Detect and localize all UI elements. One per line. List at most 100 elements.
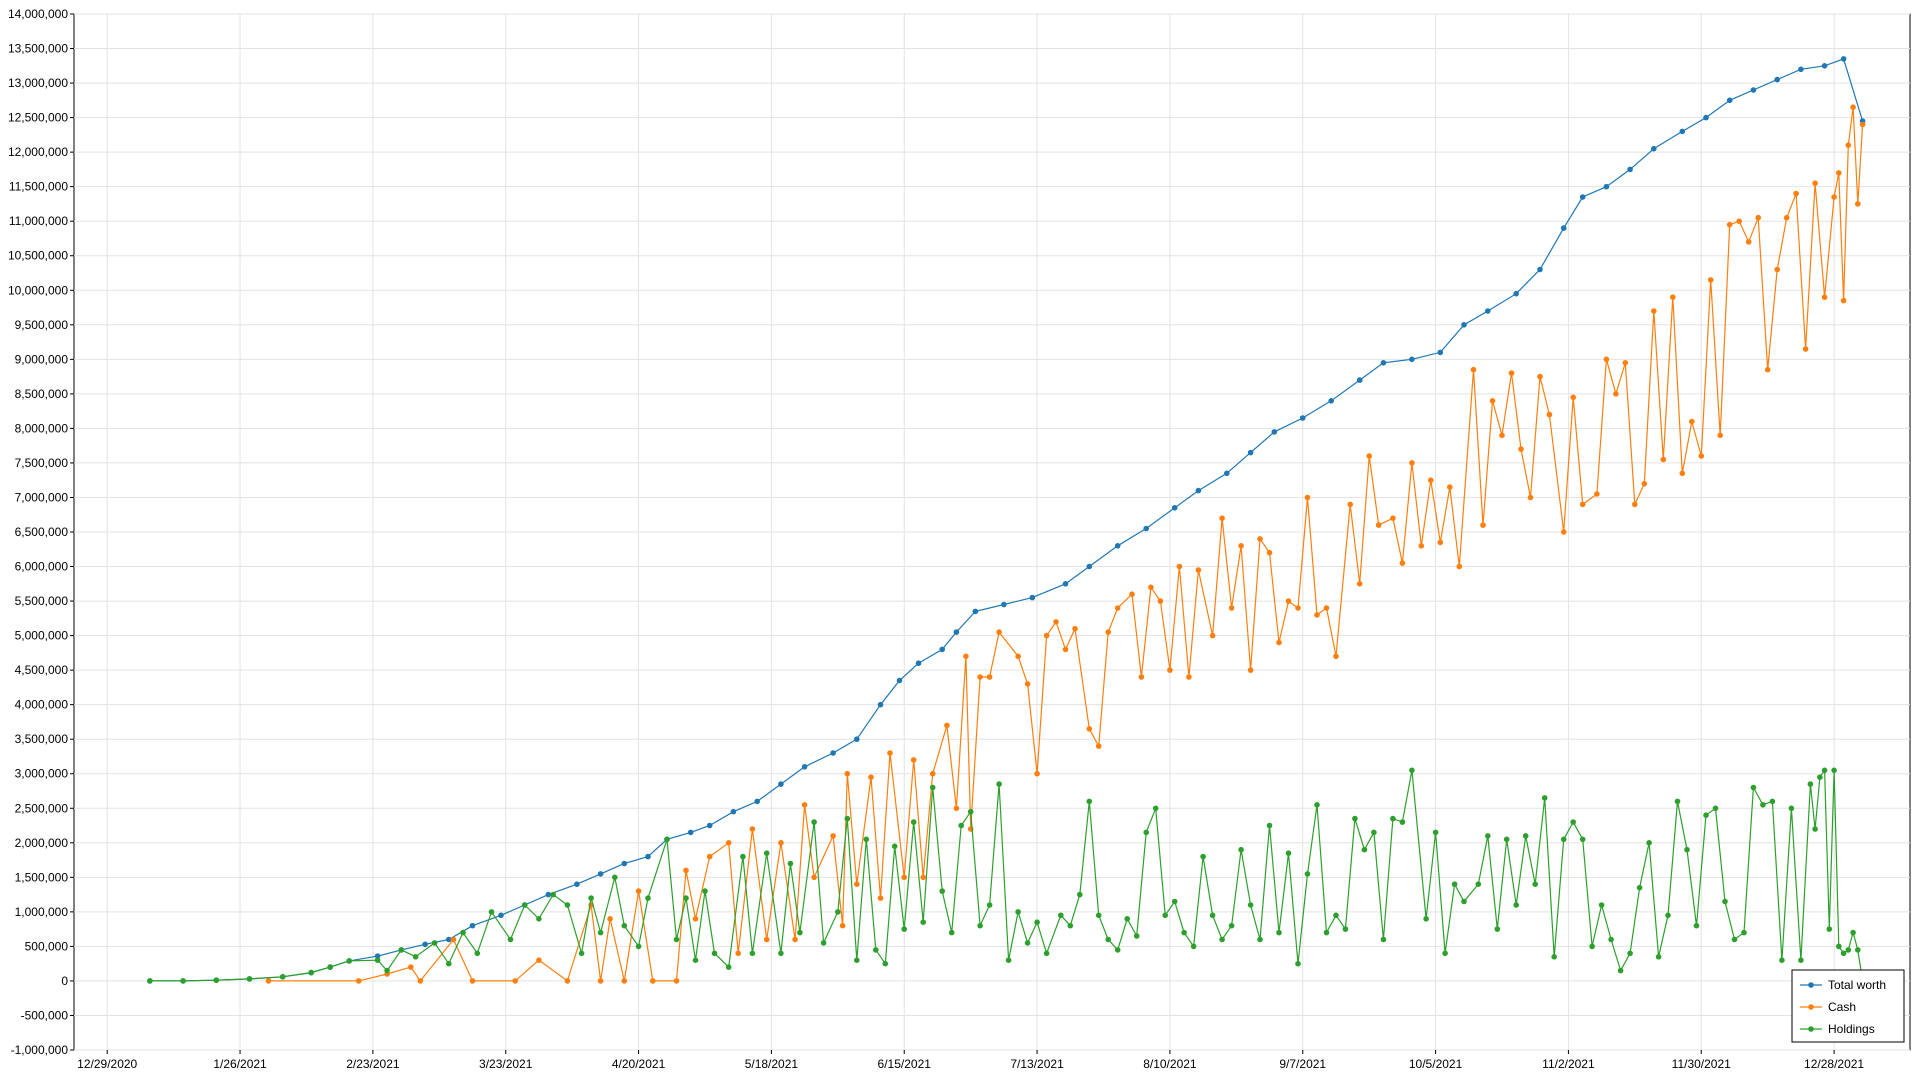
data-point[interactable] [1285, 850, 1292, 856]
data-point[interactable] [986, 902, 993, 908]
data-point[interactable] [1247, 667, 1254, 673]
data-point[interactable] [692, 957, 699, 963]
data-point[interactable] [1679, 470, 1686, 477]
data-point[interactable] [1622, 360, 1629, 366]
data-point[interactable] [1513, 290, 1519, 297]
data-point[interactable] [374, 953, 381, 959]
data-point[interactable] [1276, 929, 1282, 936]
data-point[interactable] [1617, 967, 1624, 974]
data-point[interactable] [1238, 846, 1244, 853]
data-point[interactable] [1802, 346, 1809, 352]
data-point[interactable] [355, 978, 362, 984]
data-point[interactable] [1219, 515, 1225, 521]
data-point[interactable] [706, 853, 713, 860]
data-point[interactable] [1750, 784, 1757, 791]
data-point[interactable] [702, 888, 708, 894]
data-point[interactable] [664, 836, 670, 843]
data-point[interactable] [811, 819, 817, 825]
data-point[interactable] [1314, 802, 1320, 808]
data-point[interactable] [1086, 563, 1093, 570]
data-point[interactable] [1560, 836, 1567, 843]
data-point[interactable] [749, 950, 756, 957]
data-point[interactable] [1532, 881, 1538, 887]
data-point[interactable] [621, 922, 628, 929]
data-point[interactable] [673, 936, 680, 943]
data-point[interactable] [1285, 598, 1292, 604]
data-point[interactable] [1541, 795, 1548, 801]
data-point[interactable] [1793, 190, 1799, 197]
data-point[interactable] [958, 822, 964, 829]
data-point[interactable] [1598, 902, 1605, 908]
data-point[interactable] [1707, 277, 1714, 283]
data-point[interactable] [1726, 97, 1733, 104]
data-point[interactable] [1579, 194, 1586, 200]
data-point[interactable] [1845, 947, 1852, 953]
data-point[interactable] [1613, 391, 1619, 397]
data-point[interactable] [384, 967, 390, 974]
data-point[interactable] [1632, 501, 1638, 508]
data-point[interactable] [521, 902, 528, 908]
data-point[interactable] [147, 978, 153, 984]
data-point[interactable] [1409, 460, 1415, 466]
data-point[interactable] [687, 829, 694, 836]
data-point[interactable] [1855, 201, 1861, 207]
data-point[interactable] [1850, 104, 1856, 110]
data-point[interactable] [1475, 881, 1482, 887]
data-point[interactable] [939, 646, 945, 653]
data-point[interactable] [588, 895, 594, 901]
data-point[interactable] [1356, 581, 1363, 587]
data-point[interactable] [635, 888, 642, 894]
data-point[interactable] [1840, 56, 1847, 62]
data-point[interactable] [1238, 543, 1244, 549]
data-point[interactable] [1195, 567, 1202, 573]
data-point[interactable] [1755, 214, 1761, 221]
data-point[interactable] [1807, 781, 1814, 787]
data-point[interactable] [1855, 947, 1861, 953]
data-point[interactable] [645, 853, 651, 860]
data-point[interactable] [1513, 902, 1519, 908]
data-point[interactable] [963, 653, 969, 660]
data-point[interactable] [1167, 667, 1173, 673]
data-point[interactable] [792, 936, 798, 943]
data-point[interactable] [1437, 349, 1444, 356]
data-point[interactable] [450, 936, 457, 943]
data-point[interactable] [1698, 453, 1705, 459]
data-point[interactable] [1432, 829, 1439, 836]
data-point[interactable] [1257, 936, 1263, 943]
data-point[interactable] [1485, 833, 1491, 839]
data-point[interactable] [645, 895, 651, 901]
data-point[interactable] [1627, 166, 1633, 173]
data-point[interactable] [1503, 836, 1510, 843]
data-point[interactable] [1812, 180, 1818, 186]
data-point[interactable] [939, 888, 945, 894]
data-point[interactable] [778, 950, 784, 957]
data-point[interactable] [1798, 957, 1804, 963]
data-point[interactable] [488, 909, 495, 915]
data-point[interactable] [910, 757, 917, 763]
data-point[interactable] [835, 909, 841, 915]
data-point[interactable] [1603, 183, 1610, 190]
data-point[interactable] [564, 902, 571, 908]
data-point[interactable] [1546, 411, 1553, 418]
data-point[interactable] [1831, 767, 1837, 774]
data-point[interactable] [1674, 798, 1681, 805]
data-point[interactable] [1456, 563, 1463, 570]
data-point[interactable] [308, 969, 315, 976]
data-point[interactable] [1537, 266, 1543, 273]
data-point[interactable] [797, 929, 803, 936]
data-point[interactable] [1651, 308, 1657, 314]
data-point[interactable] [811, 874, 817, 881]
data-point[interactable] [1176, 563, 1183, 570]
data-point[interactable] [1651, 145, 1657, 152]
data-point[interactable] [1304, 494, 1311, 501]
data-point[interactable] [844, 815, 851, 822]
data-point[interactable] [578, 950, 585, 957]
data-point[interactable] [891, 843, 898, 850]
data-point[interactable] [597, 871, 604, 877]
data-point[interactable] [621, 978, 628, 984]
data-point[interactable] [1821, 767, 1828, 774]
data-point[interactable] [1845, 142, 1852, 148]
data-point[interactable] [1703, 114, 1709, 121]
data-point[interactable] [1299, 415, 1306, 421]
data-point[interactable] [1494, 926, 1501, 932]
